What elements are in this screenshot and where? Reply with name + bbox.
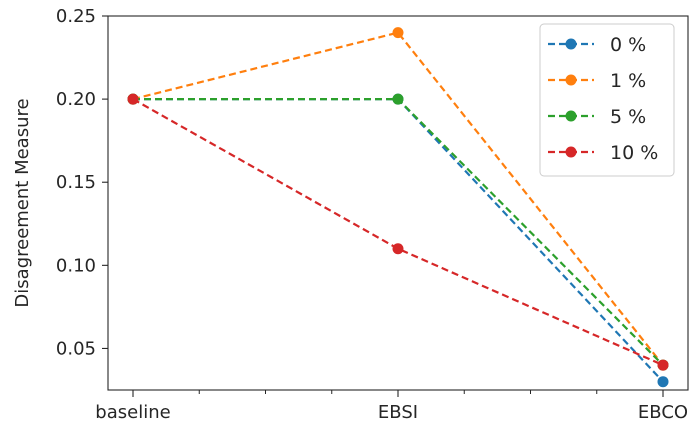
series-layer <box>127 27 669 388</box>
legend-marker <box>565 38 577 50</box>
legend: 0 % 1 % 5 % 10 % <box>539 23 675 177</box>
legend-item: 0 % <box>548 34 646 56</box>
legend-item: 5 % <box>548 106 646 128</box>
legend-label: 5 % <box>610 106 646 128</box>
y-axis-ticks: 0.05 0.10 0.15 0.20 0.25 <box>56 6 108 359</box>
legend-label: 1 % <box>610 70 646 92</box>
x-tick-label: EBCO <box>638 402 688 423</box>
y-tick-label: 0.20 <box>56 89 96 110</box>
x-axis-ticks: baseline EBSI EBCO <box>95 390 688 423</box>
legend-item: 10 % <box>548 142 658 164</box>
data-point <box>127 93 139 105</box>
series-line <box>132 31 664 366</box>
data-point <box>657 359 669 371</box>
legend-marker <box>565 110 577 122</box>
series-3 <box>127 93 669 371</box>
y-tick-label: 0.10 <box>56 255 96 276</box>
data-point <box>392 27 404 39</box>
legend-marker <box>565 74 577 86</box>
legend-label: 0 % <box>610 34 646 56</box>
y-tick-label: 0.15 <box>56 172 96 193</box>
legend-item: 1 % <box>548 70 646 92</box>
x-tick-label: baseline <box>95 402 170 423</box>
series-line <box>132 98 664 367</box>
y-tick-label: 0.05 <box>56 338 96 359</box>
plot-frame <box>107 15 689 391</box>
legend-marker <box>565 146 577 158</box>
data-point <box>392 243 404 255</box>
data-point <box>657 376 669 388</box>
y-tick-label: 0.25 <box>56 6 96 27</box>
x-tick-label: EBSI <box>378 402 418 423</box>
legend-label: 10 % <box>610 142 658 164</box>
y-axis-label: Disagreement Measure <box>12 98 33 307</box>
data-point <box>392 93 404 105</box>
legend-box <box>539 23 675 177</box>
